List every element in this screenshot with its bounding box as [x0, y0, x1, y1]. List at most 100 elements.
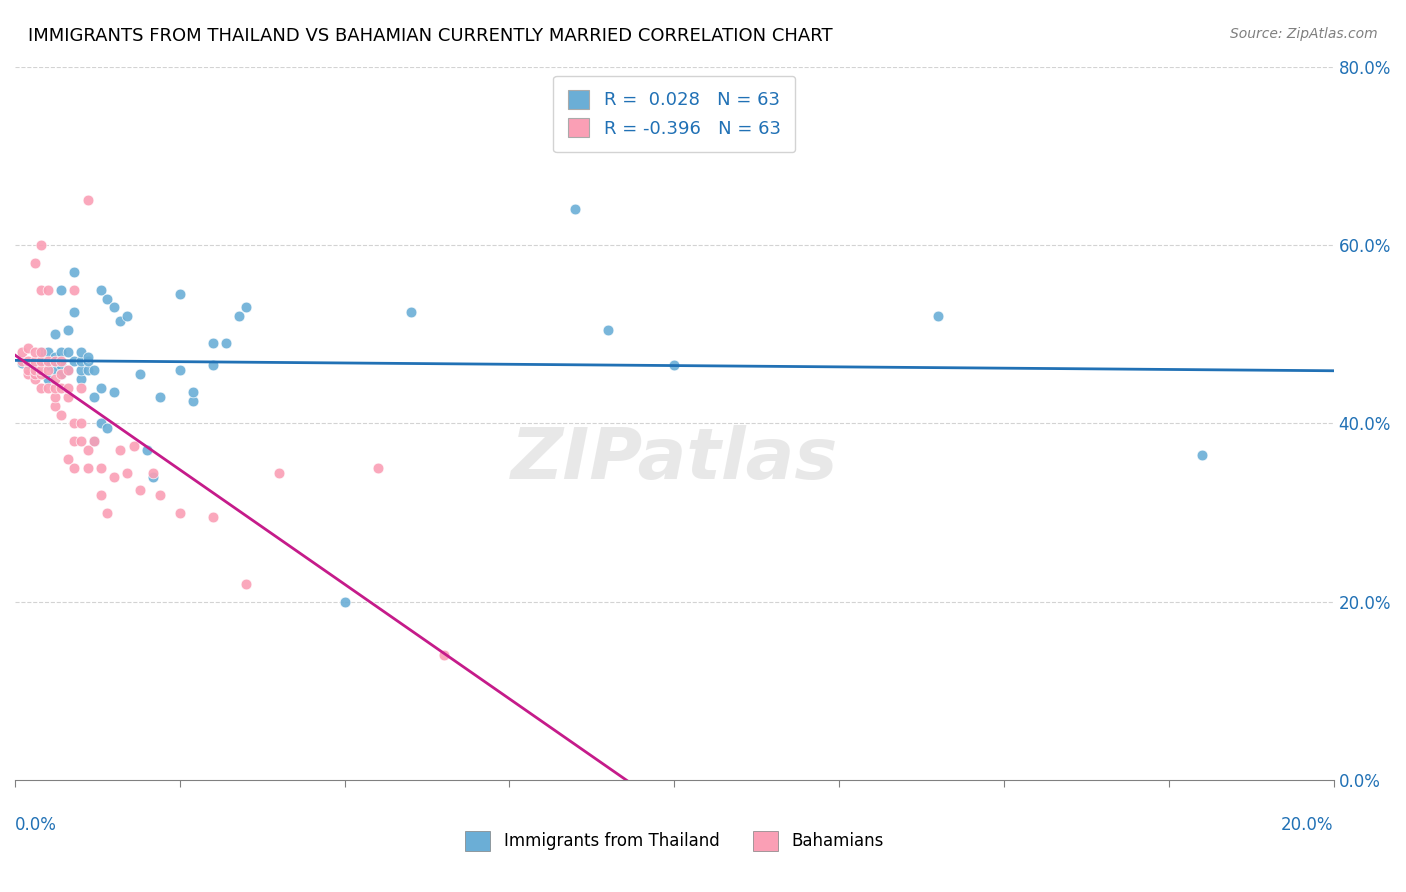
- Point: [135, 443, 157, 458]
- Point: [169, 287, 191, 301]
- Point: [181, 385, 204, 400]
- Point: [56, 452, 79, 467]
- Point: [10, 356, 32, 370]
- Point: [56, 345, 79, 359]
- Text: ZIPatlas: ZIPatlas: [510, 425, 838, 493]
- Text: 20.0%: 20.0%: [1281, 816, 1334, 834]
- Point: [30, 283, 52, 297]
- Point: [56, 381, 79, 395]
- Point: [70, 381, 93, 395]
- Point: [432, 648, 454, 663]
- Point: [129, 368, 152, 382]
- Point: [37, 363, 59, 377]
- Point: [17, 363, 39, 377]
- Point: [96, 421, 118, 435]
- Point: [149, 488, 172, 502]
- Point: [30, 345, 52, 359]
- Point: [70, 372, 93, 386]
- Point: [83, 434, 105, 449]
- Point: [564, 202, 586, 217]
- Point: [49, 354, 72, 368]
- Point: [76, 443, 98, 458]
- Point: [63, 283, 86, 297]
- Point: [17, 354, 39, 368]
- Point: [63, 265, 86, 279]
- Legend: R =  0.028   N = 63, R = -0.396   N = 63: R = 0.028 N = 63, R = -0.396 N = 63: [554, 76, 796, 153]
- Point: [30, 381, 52, 395]
- Point: [44, 399, 66, 413]
- Point: [30, 354, 52, 368]
- Point: [83, 363, 105, 377]
- Point: [63, 434, 86, 449]
- Point: [24, 363, 46, 377]
- Point: [1191, 448, 1213, 462]
- Point: [70, 434, 93, 449]
- Text: IMMIGRANTS FROM THAILAND VS BAHAMIAN CURRENTLY MARRIED CORRELATION CHART: IMMIGRANTS FROM THAILAND VS BAHAMIAN CUR…: [28, 27, 832, 45]
- Point: [63, 305, 86, 319]
- Point: [56, 390, 79, 404]
- Point: [37, 381, 59, 395]
- Point: [399, 305, 422, 319]
- Point: [70, 354, 93, 368]
- Point: [598, 323, 620, 337]
- Point: [49, 368, 72, 382]
- Point: [30, 350, 52, 364]
- Point: [30, 238, 52, 252]
- Point: [30, 354, 52, 368]
- Point: [56, 323, 79, 337]
- Point: [44, 354, 66, 368]
- Point: [49, 408, 72, 422]
- Point: [110, 443, 132, 458]
- Text: Source: ZipAtlas.com: Source: ZipAtlas.com: [1230, 27, 1378, 41]
- Point: [37, 372, 59, 386]
- Point: [49, 283, 72, 297]
- Point: [76, 194, 98, 208]
- Point: [235, 577, 257, 591]
- Point: [201, 336, 224, 351]
- Point: [56, 363, 79, 377]
- Point: [76, 354, 98, 368]
- Point: [90, 461, 112, 475]
- Point: [37, 345, 59, 359]
- Point: [44, 381, 66, 395]
- Point: [44, 327, 66, 342]
- Point: [129, 483, 152, 498]
- Point: [664, 359, 686, 373]
- Point: [49, 345, 72, 359]
- Point: [44, 363, 66, 377]
- Point: [70, 363, 93, 377]
- Point: [24, 363, 46, 377]
- Point: [169, 506, 191, 520]
- Point: [76, 461, 98, 475]
- Point: [24, 345, 46, 359]
- Point: [37, 283, 59, 297]
- Point: [90, 381, 112, 395]
- Point: [56, 363, 79, 377]
- Point: [49, 368, 72, 382]
- Point: [228, 310, 250, 324]
- Point: [17, 341, 39, 355]
- Point: [30, 363, 52, 377]
- Point: [17, 356, 39, 370]
- Point: [70, 345, 93, 359]
- Point: [17, 368, 39, 382]
- Point: [37, 359, 59, 373]
- Point: [115, 310, 138, 324]
- Point: [63, 461, 86, 475]
- Point: [115, 466, 138, 480]
- Point: [96, 506, 118, 520]
- Point: [44, 354, 66, 368]
- Point: [49, 381, 72, 395]
- Point: [90, 283, 112, 297]
- Point: [24, 372, 46, 386]
- Point: [110, 314, 132, 328]
- Point: [24, 368, 46, 382]
- Point: [235, 301, 257, 315]
- Point: [367, 461, 389, 475]
- Point: [149, 390, 172, 404]
- Point: [24, 354, 46, 368]
- Point: [83, 434, 105, 449]
- Point: [24, 256, 46, 270]
- Point: [169, 363, 191, 377]
- Point: [333, 595, 356, 609]
